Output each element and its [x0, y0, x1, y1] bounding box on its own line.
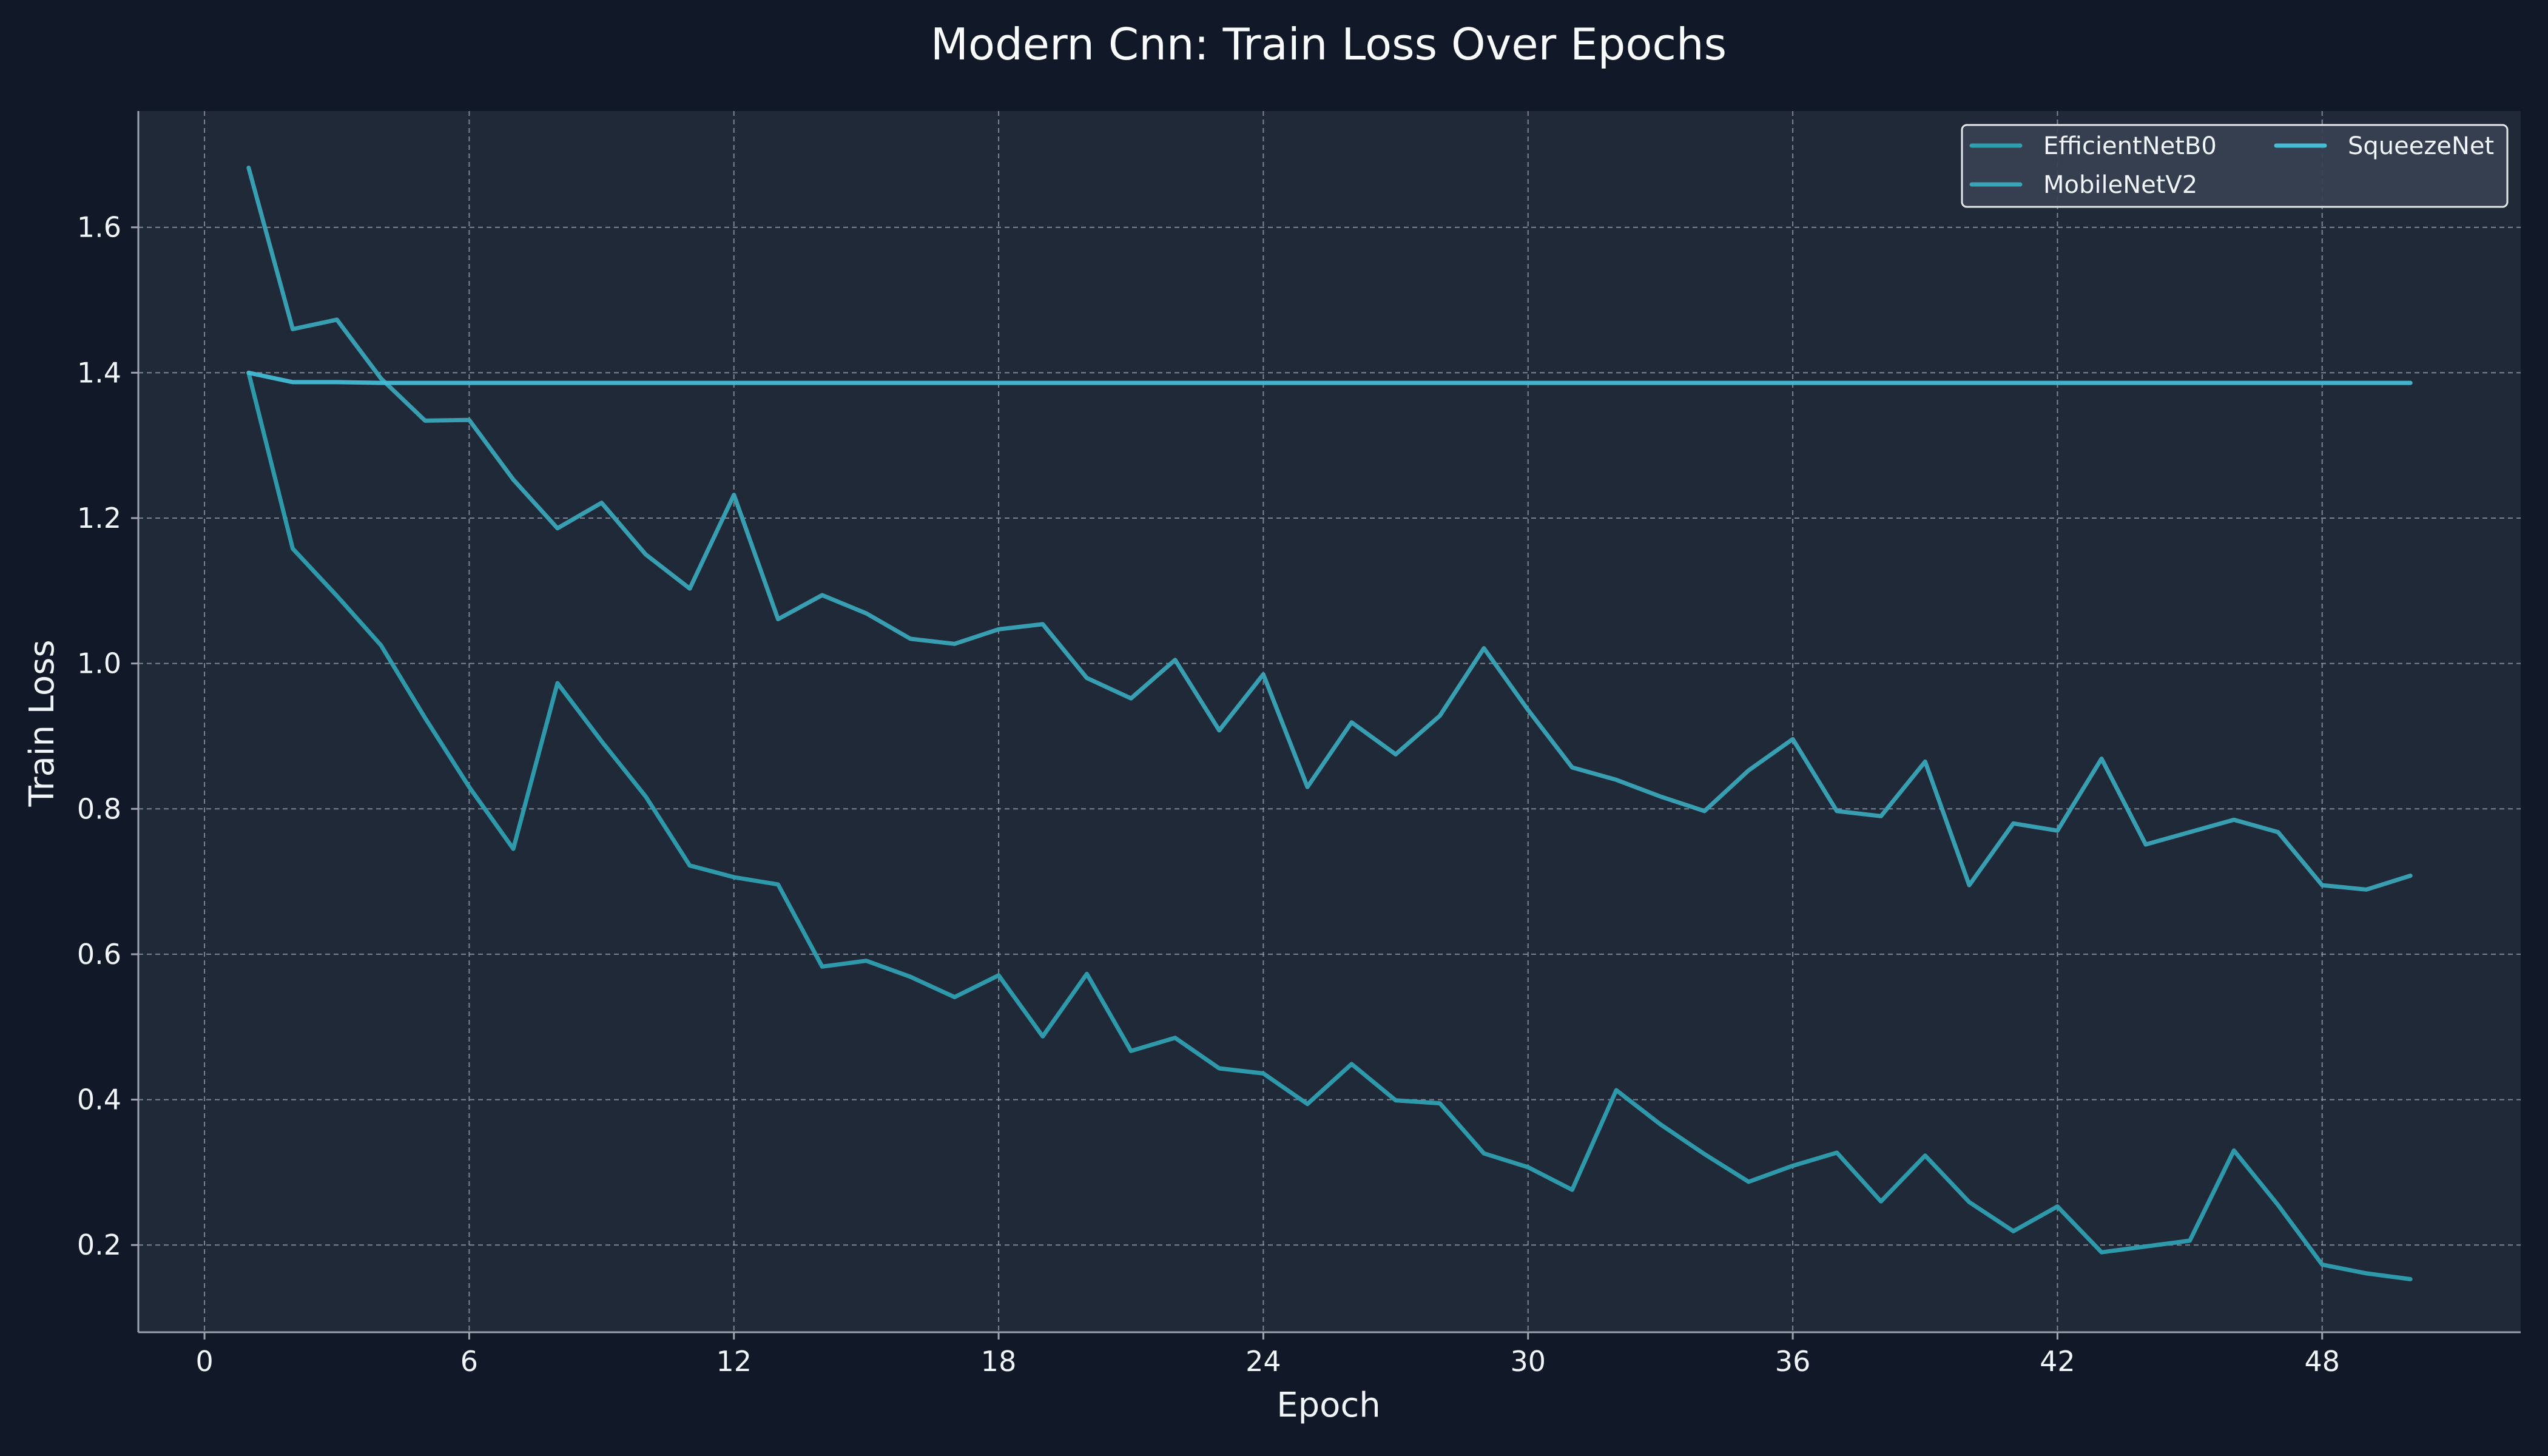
- legend-item: MobileNetV2: [1969, 171, 2197, 199]
- y-tick-label: 1.4: [77, 356, 121, 389]
- series-line-squeezenet: [246, 370, 2413, 385]
- legend-label: SqueezeNet: [2348, 132, 2494, 160]
- y-tick-label: 0.4: [77, 1084, 121, 1116]
- x-tick-label: 18: [981, 1345, 1017, 1378]
- legend-item: EfficientNetB0: [1969, 132, 2217, 160]
- x-tick-label: 24: [1245, 1345, 1281, 1378]
- legend-item: SqueezeNet: [2274, 132, 2494, 160]
- y-tick-label: 0.6: [77, 938, 121, 971]
- legend: EfficientNetB0 MobileNetV2 SqueezeNet: [1961, 124, 2509, 208]
- tick-labels: 0 6 12 18 24 30 36 42 48 0.2 0.4 0.6 0.8 1.0 1.2 1.4 1.6: [77, 211, 2340, 1378]
- x-tick-label: 30: [1510, 1345, 1546, 1378]
- x-tick-label: 0: [195, 1345, 213, 1378]
- y-tick-label: 1.6: [77, 211, 121, 244]
- y-tick-label: 1.0: [77, 647, 121, 680]
- y-axis-title: Train Loss: [22, 640, 62, 807]
- legend-label: EfficientNetB0: [2043, 132, 2217, 160]
- grid-lines: [138, 111, 2521, 1332]
- legend-label: MobileNetV2: [2043, 171, 2197, 199]
- y-tick-label: 0.2: [77, 1228, 121, 1261]
- chart-title: Modern Cnn: Train Loss Over Epochs: [931, 19, 1727, 70]
- y-tick-label: 1.2: [77, 502, 121, 534]
- x-tick-label: 48: [2304, 1345, 2340, 1378]
- x-tick-label: 12: [716, 1345, 752, 1378]
- axes: [137, 111, 2521, 1333]
- x-axis-title: Epoch: [1276, 1386, 1380, 1425]
- legend-box: [1961, 124, 2509, 208]
- series-line-efficientnetb0: [246, 370, 2413, 1281]
- x-tick-label: 6: [460, 1345, 478, 1378]
- x-tick-label: 42: [2040, 1345, 2075, 1378]
- plot-area: [138, 111, 2521, 1332]
- x-tick-label: 36: [1775, 1345, 1811, 1378]
- y-tick-label: 0.8: [77, 792, 121, 825]
- series-lines: [246, 166, 2413, 1281]
- series-line-mobilenetv2: [246, 166, 2413, 892]
